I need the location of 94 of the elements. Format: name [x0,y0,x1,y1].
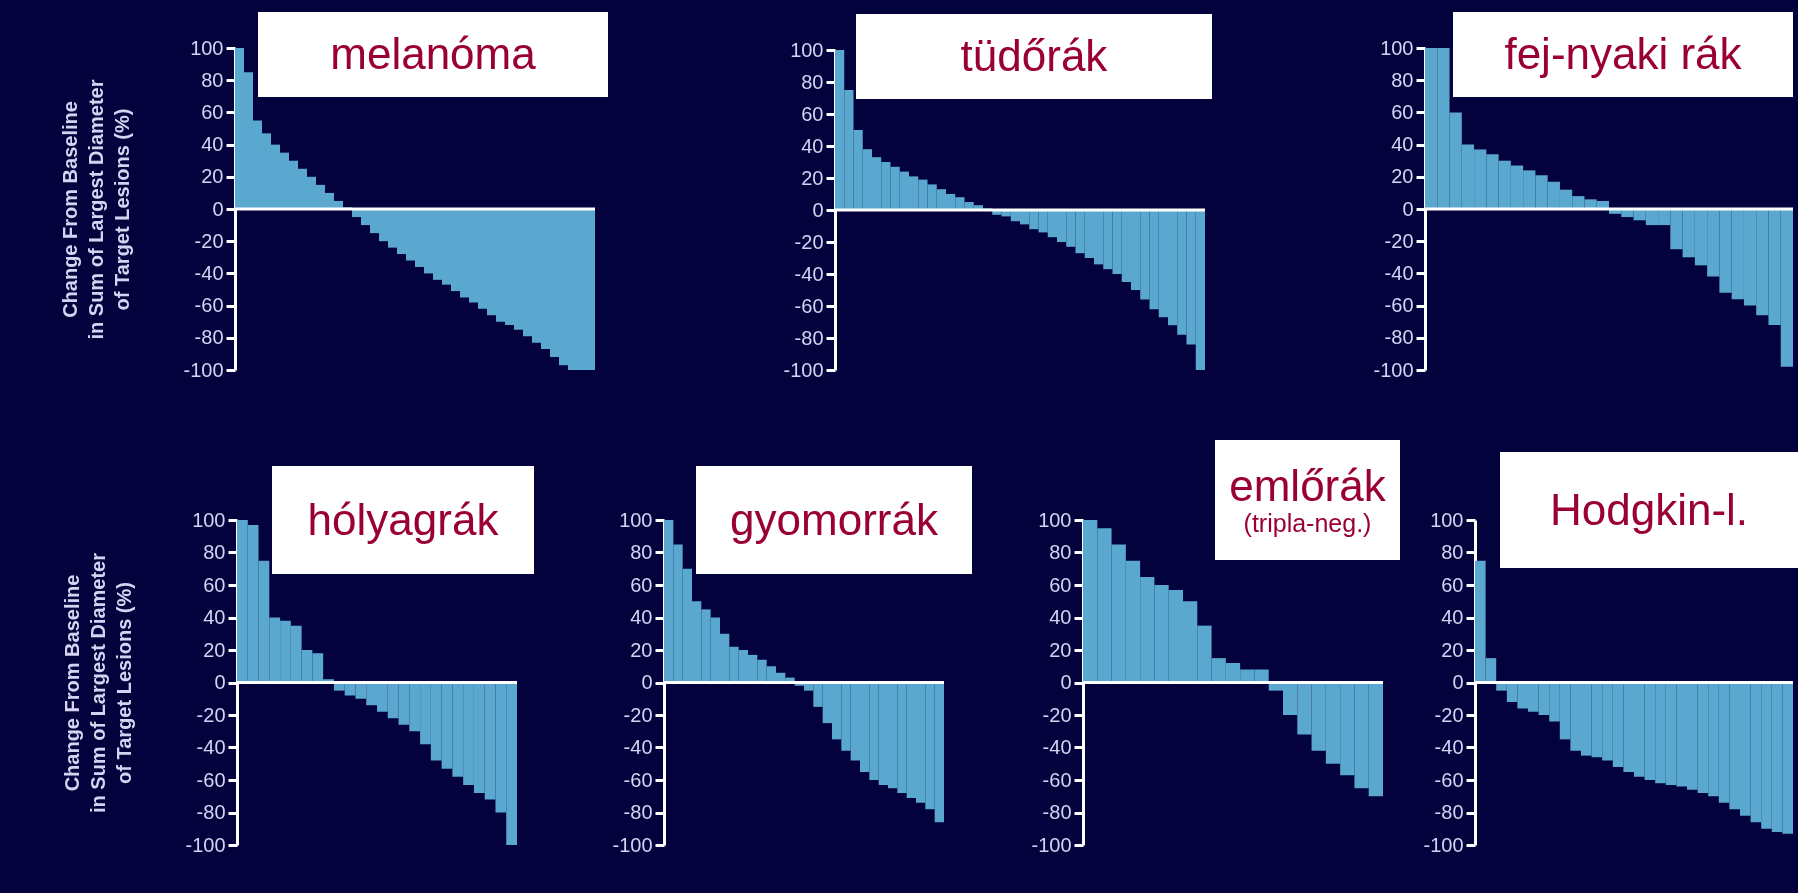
title-box: gyomorrák [696,466,972,574]
y-tick-label: -60 [794,294,824,317]
y-tick-label: 20 [1391,165,1414,188]
y-tick-label: 20 [201,165,224,188]
y-tick-label: 100 [190,36,224,59]
chart-subtitle: (tripla-neg.) [1243,509,1372,538]
y-tick-label: 80 [201,68,224,91]
y-tick-label: 100 [1380,36,1414,59]
y-tick-label: -60 [1434,768,1464,791]
y-tick-label: 0 [812,198,824,221]
y-tick-label: -80 [794,326,824,349]
y-tick-label: -100 [1423,833,1464,856]
y-tick-label: 60 [1441,573,1464,596]
y-tick-label: -80 [194,326,224,349]
title-box: fej-nyaki rák [1453,12,1793,97]
y-tick-label: 40 [1391,133,1414,156]
chart-title: fej-nyaki rák [1504,29,1742,79]
y-tick-label: -40 [1434,736,1464,758]
y-tick-label: -20 [1042,703,1072,726]
y-tick-label: 0 [212,197,224,220]
y-tick-label: 0 [1060,671,1072,693]
y-tick-label: -60 [1384,294,1414,317]
y-tick-label: -80 [1434,801,1464,823]
chart-title: Hodgkin-l. [1549,484,1749,535]
y-tick-label: 80 [203,541,226,563]
y-tick-label: -40 [1042,736,1072,758]
y-tick-label: 40 [1049,606,1072,628]
y-tick-label: -60 [623,768,653,791]
y-tick-label: 20 [1441,638,1464,661]
y-tick-label: -100 [183,358,224,381]
y-tick-label: -20 [196,703,226,726]
y-tick-label: 80 [630,541,653,563]
chart-title: hólyagrák [307,494,499,545]
y-tick-label: -100 [612,833,653,856]
y-tick-label: 40 [203,606,226,628]
y-tick-label: -100 [783,358,824,381]
y-tick-label: 60 [203,573,226,596]
chart-title: melanóma [330,29,536,79]
y-tick-label: 40 [630,606,653,628]
y-tick-label: -60 [194,294,224,317]
y-tick-label: 40 [1441,606,1464,628]
y-tick-label: -80 [1042,801,1072,823]
y-tick-label: -20 [194,229,224,252]
y-tick-label: 40 [801,134,824,157]
title-box: hólyagrák [272,466,534,574]
y-tick-label: 100 [619,508,653,531]
y-tick-label: 100 [1430,508,1464,531]
title-box: tüdőrák [856,14,1212,99]
y-tick-label: -20 [623,703,653,726]
y-tick-label: 0 [1452,671,1464,693]
y-tick-label: 60 [1391,100,1414,123]
y-tick-label: 20 [1049,638,1072,661]
y-tick-label: -40 [623,736,653,758]
y-tick-label: 100 [192,508,226,531]
y-tick-label: 20 [630,638,653,661]
chart-title: emlőrák [1229,461,1386,511]
title-box: Hodgkin-l. [1500,452,1798,568]
y-tick-label: -40 [194,261,224,284]
y-tick-label: 60 [1049,573,1072,596]
y-tick-label: -100 [185,833,226,856]
y-tick-label: 80 [1441,541,1464,563]
title-box: melanóma [258,12,608,97]
y-tick-label: -100 [1373,358,1414,381]
y-tick-label: -60 [196,768,226,791]
y-tick-label: -80 [1384,326,1414,349]
y-tick-label: -20 [1434,703,1464,726]
y-tick-label: 80 [1391,68,1414,91]
y-tick-label: 40 [201,133,224,156]
y-tick-label: 100 [790,38,824,61]
y-tick-label: 60 [201,100,224,123]
y-tick-label: -40 [196,736,226,758]
y-tick-label: -40 [1384,261,1414,284]
y-axis-title: Change From Baseline in Sum of Largest Diameter of Target Lesions (%) [61,552,136,814]
y-tick-label: -80 [196,801,226,823]
y-tick-label: 0 [641,671,653,693]
chart-title: tüdőrák [960,31,1108,81]
y-tick-label: 0 [214,671,226,693]
y-tick-label: 60 [801,102,824,125]
chart-title: gyomorrák [730,494,938,545]
y-tick-label: 100 [1038,508,1072,531]
y-tick-label: -20 [1384,229,1414,252]
y-tick-label: -20 [794,230,824,253]
y-tick-label: 60 [630,573,653,596]
y-tick-label: -100 [1031,833,1072,856]
y-tick-label: 20 [801,166,824,189]
y-tick-label: -60 [1042,768,1072,791]
y-tick-label: 20 [203,638,226,661]
y-tick-label: -80 [623,801,653,823]
y-tick-label: 80 [1049,541,1072,563]
y-tick-label: 0 [1402,197,1414,220]
title-box: emlőrák (tripla-neg.) [1215,440,1400,560]
y-tick-label: -40 [794,262,824,285]
y-tick-label: 80 [801,70,824,93]
y-axis-title: Change From Baseline in Sum of Largest Diameter of Target Lesions (%) [59,79,134,340]
